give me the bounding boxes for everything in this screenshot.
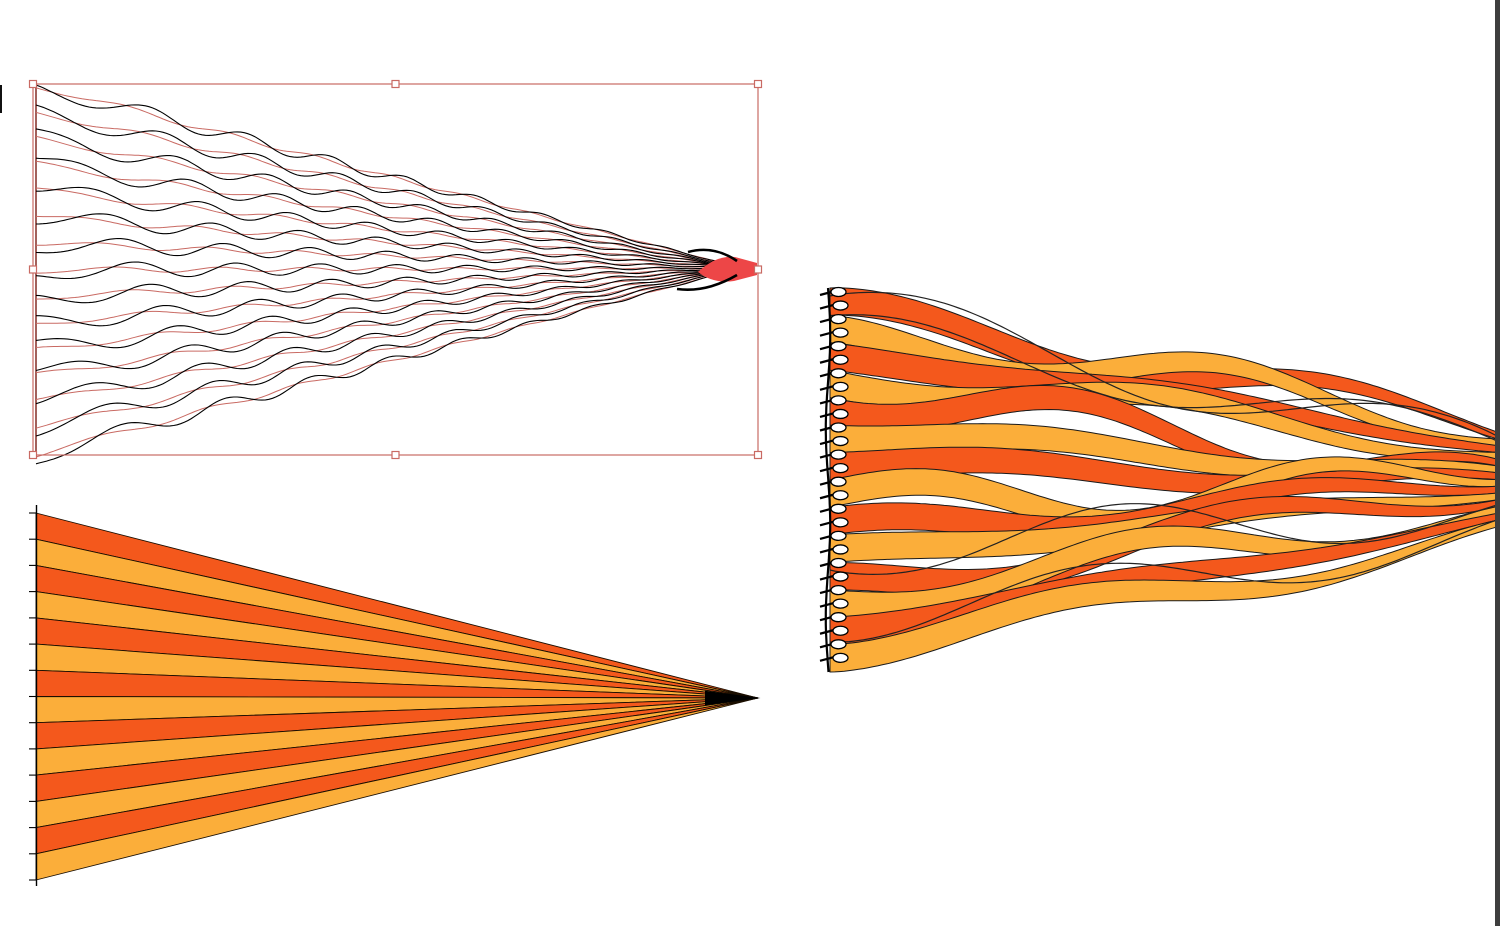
ribbon-curl-icon: [830, 368, 847, 379]
wavy-line-path[interactable]: [35, 267, 743, 465]
path-selection-highlight: [35, 160, 743, 269]
selected-wavy-lines-object[interactable]: [35, 84, 757, 465]
ribbon-curl-icon: [832, 354, 849, 365]
ribbon-curl-icon: [830, 612, 847, 623]
wavy-line-path[interactable]: [35, 84, 743, 269]
wavy-line-path[interactable]: [35, 104, 743, 269]
ribbon-curl-icon: [832, 598, 849, 609]
path-selection-highlight: [35, 267, 743, 458]
wavy-line-path[interactable]: [35, 267, 743, 304]
ribbon-curl-icon: [832, 544, 849, 555]
selection-handle-top-left[interactable]: [28, 79, 38, 89]
path-selection-highlight: [36, 242, 743, 269]
wavy-line-path[interactable]: [35, 128, 743, 269]
canvas-edge-artifact: [0, 85, 2, 113]
stray-outline-curve: [829, 314, 1498, 442]
ribbon-curl-icon: [832, 435, 849, 447]
path-selection-highlight: [35, 267, 743, 401]
selection-handle-bottom-left[interactable]: [28, 450, 38, 460]
ribbon-curl-icon: [830, 530, 847, 542]
ribbon-curl-icon: [832, 300, 849, 311]
ribbon-curl-icon: [830, 341, 847, 352]
selection-handle-top-right[interactable]: [753, 79, 763, 89]
ribbon-curl-icon: [830, 476, 847, 487]
ribbon-curl-icon: [830, 286, 847, 298]
wavy-line-path[interactable]: [35, 213, 743, 269]
ribbon-curl-icon: [832, 652, 849, 663]
ribbon-curl-icon: [832, 517, 849, 528]
path-selection-highlight: [36, 266, 742, 274]
path-selection-highlight: [35, 215, 743, 269]
window-edge-scrollbar[interactable]: [1495, 0, 1500, 926]
path-selection-highlight: [35, 267, 743, 348]
ribbon-curl-icon: [832, 625, 849, 636]
ribbon-curl-icon: [832, 408, 849, 420]
wavy-line-path[interactable]: [36, 267, 743, 327]
wavy-line-path[interactable]: [35, 237, 743, 269]
path-selection-highlight: [35, 267, 743, 324]
fan-black-tip: [705, 690, 761, 706]
tip-crest-top: [687, 248, 738, 263]
selection-bounding-box: [28, 79, 763, 460]
ribbon-curl-icon: [830, 503, 847, 514]
wavy-line-path[interactable]: [35, 267, 743, 405]
selection-handle-bottom-right[interactable]: [753, 450, 763, 460]
path-selection-highlight: [35, 87, 743, 269]
wavy-line-path[interactable]: [35, 261, 742, 280]
path-selection-highlight: [35, 267, 743, 374]
ribbon-curl-icon: [832, 571, 849, 582]
wavy-line-path[interactable]: [36, 186, 743, 269]
ribbon-curl-icon: [830, 584, 847, 596]
selection-handle-mid-left[interactable]: [28, 265, 38, 274]
wavy-line-path[interactable]: [35, 157, 743, 269]
ribbon-curl-icon: [832, 490, 849, 501]
stripe-fan-object[interactable]: [29, 505, 761, 886]
ribbon-curl-icon: [830, 639, 847, 650]
ribbon-curl-icon: [830, 557, 847, 569]
wavy-line-path[interactable]: [35, 267, 743, 437]
stray-outline-curve: [829, 519, 1498, 643]
convergence-blob: [698, 256, 757, 282]
ribbon-curl-icon: [832, 462, 849, 474]
path-selection-highlight: [35, 267, 743, 429]
ribbon-curl-icon: [830, 422, 847, 433]
ribbon-curl-icon: [832, 381, 849, 393]
ribbon-curl-icon: [830, 395, 847, 406]
ribbon-curl-icon: [830, 449, 847, 460]
wavy-line-path[interactable]: [35, 267, 743, 349]
selection-handle-mid-right[interactable]: [753, 265, 763, 274]
stray-outline-curve: [829, 503, 1498, 576]
wavy-line-path[interactable]: [35, 267, 743, 372]
selection-handle-bottom-center[interactable]: [391, 450, 400, 460]
ribbon-wave-object[interactable]: [819, 286, 1498, 673]
tip-crest-bottom: [676, 273, 738, 291]
path-selection-highlight: [35, 111, 743, 269]
ribbon-curl-icon: [832, 327, 849, 338]
ribbon-curl-icon: [830, 313, 847, 325]
selection-handle-top-center[interactable]: [391, 79, 400, 89]
ribbon-spine-line: [824, 287, 832, 673]
